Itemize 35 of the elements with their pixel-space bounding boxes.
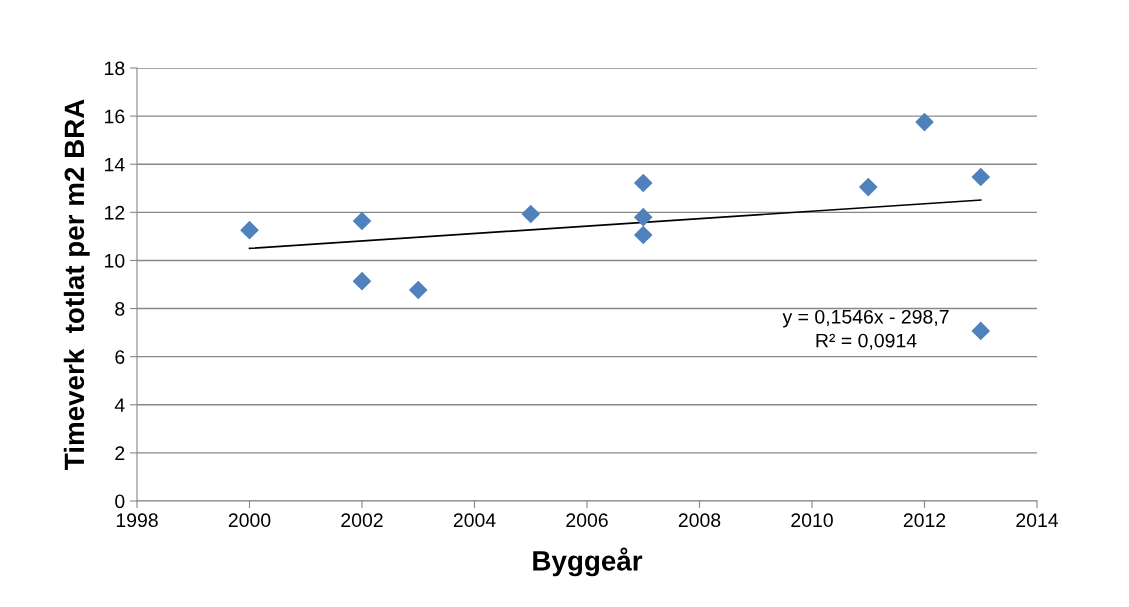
y-tick-label: 12 bbox=[105, 205, 125, 220]
point bbox=[352, 271, 372, 291]
y-axis-title: Timeverk totlat per m2 BRA bbox=[63, 99, 90, 470]
point bbox=[633, 225, 653, 245]
y-tick-label: 6 bbox=[115, 350, 125, 364]
x-tick-label: 1998 bbox=[116, 513, 158, 528]
x-tick-label: 2012 bbox=[903, 513, 946, 528]
y-tick-label: 8 bbox=[115, 302, 125, 316]
x-tick-label: 2006 bbox=[566, 513, 608, 528]
y-tick-label: 0 bbox=[115, 494, 125, 509]
point bbox=[240, 220, 259, 240]
point bbox=[521, 204, 541, 224]
x-tick-label: 2004 bbox=[453, 513, 496, 528]
annotation: y = 0,1546x - 298,7 bbox=[782, 309, 949, 328]
point bbox=[633, 173, 653, 193]
point bbox=[915, 112, 934, 132]
y-tick-label: 18 bbox=[105, 61, 125, 76]
x-tick-label: 2002 bbox=[341, 513, 383, 528]
point bbox=[858, 177, 878, 197]
x-tick-label: 2000 bbox=[228, 513, 271, 528]
x-axis-title: Byggeår bbox=[533, 547, 643, 577]
point bbox=[633, 207, 653, 227]
y-tick-label: 2 bbox=[115, 446, 125, 460]
point bbox=[352, 211, 372, 231]
x-tick-label: 2014 bbox=[1016, 513, 1059, 528]
point bbox=[971, 321, 991, 341]
y-tick-label: 4 bbox=[114, 398, 125, 412]
annotation: R² = 0,0914 bbox=[816, 333, 917, 350]
x-tick-label: 2008 bbox=[678, 513, 721, 528]
x-tick-label: 2010 bbox=[791, 513, 833, 528]
y-tick-label: 14 bbox=[105, 157, 125, 172]
y-tick-label: 10 bbox=[105, 253, 125, 268]
point bbox=[971, 167, 991, 187]
y-tick-label: 16 bbox=[105, 109, 125, 124]
point bbox=[408, 280, 428, 300]
